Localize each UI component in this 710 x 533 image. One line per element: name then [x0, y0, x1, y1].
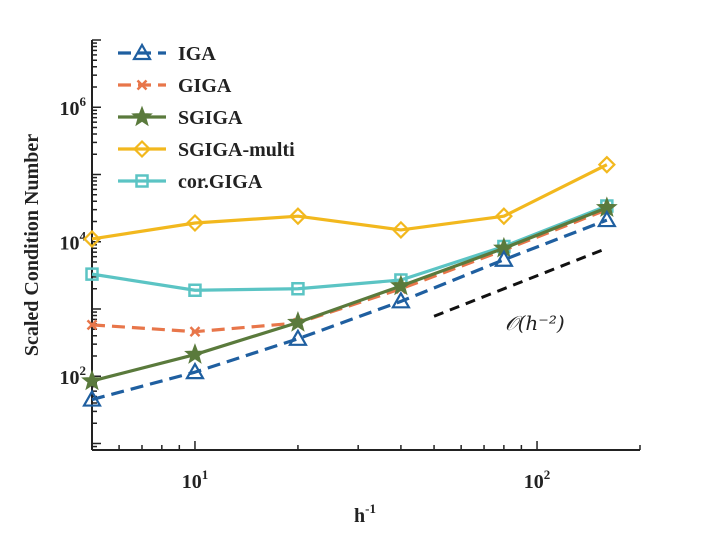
legend-label-iga: IGA: [178, 43, 216, 65]
y-axis-title: Scaled Condition Number: [21, 134, 43, 356]
x-axis-title: h-1: [354, 501, 376, 527]
legend-marker-sgiga: [131, 105, 153, 127]
reference-slope-label: 𝒪(h⁻²): [505, 311, 565, 335]
data-point-cor-giga: [85, 267, 99, 281]
series-line-cor-giga: [91, 204, 608, 292]
x-tick-labels: 101 102: [182, 467, 551, 493]
data-point-sgiga: [287, 311, 309, 332]
data-point-sgiga-multi: [597, 155, 616, 174]
series-layer: [81, 155, 618, 407]
data-point-iga: [493, 249, 514, 267]
legend-item-sgiga-multi: SGIGA-multi: [118, 139, 295, 161]
legend-label-sgiga-multi: SGIGA-multi: [178, 139, 295, 161]
data-point-sgiga-multi: [391, 220, 410, 239]
data-point-iga: [596, 209, 617, 228]
y-tick-label: 106: [60, 94, 87, 120]
data-point-cor-giga: [291, 281, 305, 296]
data-point-iga: [391, 291, 411, 309]
y-tick-label: 104: [60, 229, 87, 255]
data-point-giga: [189, 326, 201, 338]
y-tick-label: 102: [60, 363, 87, 389]
reference-slope-line: [433, 246, 608, 318]
data-point-sgiga-multi: [82, 229, 102, 249]
legend-label-cor-giga: cor.GIGA: [178, 171, 263, 193]
legend-marker-cor-giga: [135, 174, 149, 188]
legend-item-sgiga: SGIGA: [118, 105, 243, 129]
series-line-sgiga-multi: [91, 163, 608, 241]
minor-ticks: [91, 39, 641, 451]
series-line-iga: [91, 218, 608, 402]
legend-item-giga: GIGA: [118, 75, 232, 97]
reference-line-group: 𝒪(h⁻²): [433, 246, 608, 335]
series-iga: [82, 209, 617, 407]
data-point-sgiga: [184, 343, 206, 364]
data-point-sgiga: [81, 369, 103, 391]
data-point-sgiga-multi: [494, 207, 513, 226]
data-point-iga: [82, 389, 102, 407]
x-tick-label: 101: [182, 467, 209, 493]
data-point-cor-giga: [188, 283, 202, 297]
legend-item-cor-giga: cor.GIGA: [118, 171, 263, 193]
data-point-sgiga-multi: [288, 207, 307, 226]
data-point-iga: [185, 361, 205, 380]
x-tick-label: 102: [524, 467, 551, 493]
legend: IGA GIGA SGIGA SGIGA-multi cor.GIGA: [118, 42, 295, 193]
series-sgiga: [81, 196, 618, 391]
axes: [91, 40, 640, 451]
legend-item-iga: IGA: [118, 42, 216, 65]
data-point-sgiga: [390, 274, 412, 296]
y-tick-labels: 102 104 106: [60, 94, 87, 389]
legend-marker-sgiga-multi: [132, 139, 152, 159]
legend-marker-giga: [136, 79, 148, 91]
data-point-iga: [288, 328, 308, 346]
data-point-sgiga-multi: [185, 213, 205, 233]
series-line-sgiga: [91, 206, 608, 383]
series-sgiga-multi: [82, 155, 616, 249]
legend-marker-iga: [132, 42, 152, 61]
data-point-giga: [86, 319, 98, 331]
legend-label-sgiga: SGIGA: [178, 107, 243, 129]
legend-label-giga: GIGA: [178, 75, 232, 97]
